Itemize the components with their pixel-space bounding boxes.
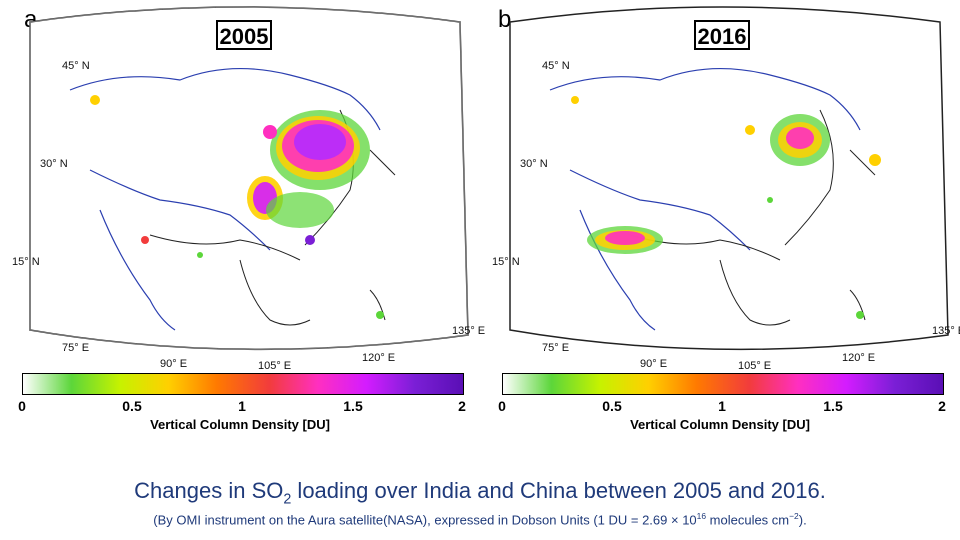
map-panel-2005: a 2005 45° N 30° N 15° N 75° E 90° E 105… — [0, 0, 485, 450]
map-panel-2016: b 2016 45° N 30° N 15° N 75° E 90° E 105… — [480, 0, 960, 450]
caption-title: Changes in SO2 loading over India and Ch… — [0, 478, 960, 507]
colorbar-tick: 2 — [938, 398, 946, 414]
caption-note-sup2: −2 — [789, 511, 799, 521]
panel-letter: b — [498, 6, 512, 33]
caption-note-post: ). — [798, 512, 807, 528]
lon-label-120: 120° E — [842, 352, 876, 364]
caption-note-mid: molecules cm — [706, 512, 790, 528]
lon-label-135: 135° E — [452, 325, 486, 337]
lon-label-90: 90° E — [640, 358, 668, 370]
lat-label-30: 30° N — [520, 158, 548, 170]
lon-label-75: 75° E — [542, 342, 570, 354]
lon-label-120: 120° E — [362, 352, 396, 364]
lon-label-105: 105° E — [258, 360, 292, 372]
lon-label-105: 105° E — [738, 360, 772, 372]
lat-label-45: 45° N — [62, 60, 90, 72]
lon-label-135: 135° E — [932, 325, 960, 337]
caption-note-pre: (By OMI instrument on the Aura satellite… — [153, 512, 697, 528]
lat-label-45: 45° N — [542, 60, 570, 72]
lon-label-90: 90° E — [160, 358, 188, 370]
colorbar-label: Vertical Column Density [DU] — [150, 417, 330, 432]
so2-map-2005 — [29, 6, 469, 351]
so2-map-2016 — [509, 6, 949, 351]
colorbar-tick: 2 — [458, 398, 466, 414]
caption-title-post: loading over India and China between 200… — [291, 478, 826, 503]
caption-note-sup1: 16 — [696, 511, 707, 521]
caption-title-pre: Changes in SO — [134, 478, 284, 503]
colorbar-tick: 0 — [498, 398, 506, 414]
colorbar — [22, 373, 464, 395]
year-label: 2005 — [216, 20, 272, 50]
caption-note: (By OMI instrument on the Aura satellite… — [0, 511, 960, 527]
lon-label-75: 75° E — [62, 342, 90, 354]
colorbar-tick: 1 — [718, 398, 726, 414]
colorbar-tick: 1 — [238, 398, 246, 414]
caption-title-sub: 2 — [283, 491, 292, 508]
year-label: 2016 — [694, 20, 750, 50]
colorbar-tick: 1.5 — [823, 398, 843, 414]
colorbar-tick: 0 — [18, 398, 26, 414]
colorbar-tick: 1.5 — [343, 398, 363, 414]
lat-label-15: 15° N — [492, 256, 520, 268]
colorbar-tick: 0.5 — [122, 398, 142, 414]
colorbar-tick: 0.5 — [602, 398, 622, 414]
colorbar-label: Vertical Column Density [DU] — [630, 417, 810, 432]
lat-label-15: 15° N — [12, 256, 40, 268]
colorbar — [502, 373, 944, 395]
lat-label-30: 30° N — [40, 158, 68, 170]
